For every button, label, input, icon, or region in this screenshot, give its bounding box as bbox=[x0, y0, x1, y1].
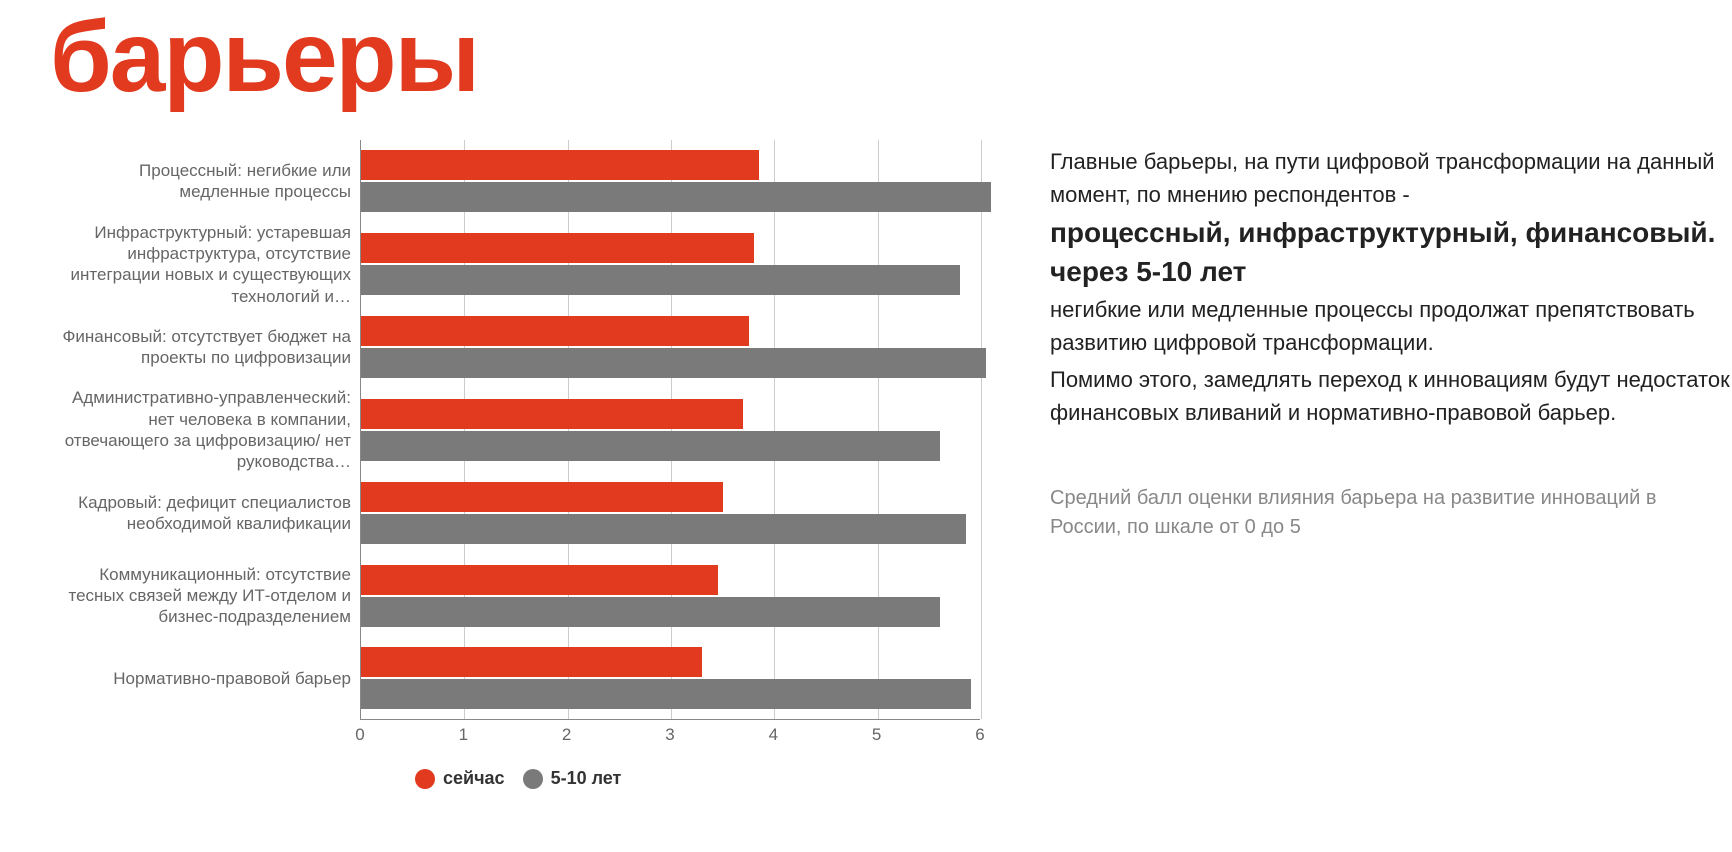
chart-row-bars bbox=[361, 565, 980, 627]
chart-row-label: Коммуникационный: отсутствие тесных связ… bbox=[61, 564, 361, 628]
xtick: 4 bbox=[769, 725, 778, 745]
chart-area: Процессный: негибкие или медленные проце… bbox=[55, 140, 1005, 789]
chart-row: Процессный: негибкие или медленные проце… bbox=[361, 140, 980, 223]
xtick: 3 bbox=[665, 725, 674, 745]
chart-xaxis: 0123456 bbox=[360, 720, 980, 750]
sidebar-intro: Главные барьеры, на пути цифровой трансф… bbox=[1050, 145, 1730, 211]
legend-dot-icon bbox=[523, 769, 543, 789]
bar-later bbox=[361, 679, 971, 709]
legend-item-now: сейчас bbox=[415, 768, 505, 789]
chart-row-bars bbox=[361, 647, 980, 709]
chart-row: Финансовый: отсутствует бюджет на проект… bbox=[361, 306, 980, 389]
bar-later bbox=[361, 265, 960, 295]
bar-now bbox=[361, 150, 759, 180]
chart-row-bars bbox=[361, 150, 980, 212]
chart-row-label: Процессный: негибкие или медленные проце… bbox=[61, 160, 361, 203]
chart-row-bars bbox=[361, 482, 980, 544]
chart-row-label: Инфраструктурный: устаревшая инфраструкт… bbox=[61, 222, 361, 307]
bar-later bbox=[361, 431, 940, 461]
sidebar-bold-2: через 5-10 лет bbox=[1050, 254, 1730, 289]
chart-row: Инфраструктурный: устаревшая инфраструкт… bbox=[361, 223, 980, 306]
sidebar-p3: Помимо этого, замедлять переход к иннова… bbox=[1050, 363, 1730, 429]
chart-row-bars bbox=[361, 233, 980, 295]
chart-row-label: Финансовый: отсутствует бюджет на проект… bbox=[61, 326, 361, 369]
xtick: 2 bbox=[562, 725, 571, 745]
chart-row: Нормативно-правовой барьер bbox=[361, 637, 980, 720]
page-title: барьеры bbox=[50, 0, 1732, 115]
sidebar-bold-1: процессный, инфраструктурный, финансовый… bbox=[1050, 215, 1730, 250]
bar-now bbox=[361, 482, 723, 512]
bar-now bbox=[361, 647, 702, 677]
bar-later bbox=[361, 597, 940, 627]
bar-later bbox=[361, 514, 966, 544]
xtick: 0 bbox=[355, 725, 364, 745]
chart-plot: Процессный: негибкие или медленные проце… bbox=[360, 140, 980, 720]
chart-row: Кадровый: дефицит специалистов необходим… bbox=[361, 471, 980, 554]
legend-item-later: 5-10 лет bbox=[523, 768, 622, 789]
xtick: 6 bbox=[975, 725, 984, 745]
chart-legend: сейчас 5-10 лет bbox=[415, 768, 1005, 789]
legend-dot-icon bbox=[415, 769, 435, 789]
chart-row-label: Кадровый: дефицит специалистов необходим… bbox=[61, 492, 361, 535]
chart-row-label: Административно-управленческий: нет чело… bbox=[61, 387, 361, 472]
chart-row: Административно-управленческий: нет чело… bbox=[361, 389, 980, 472]
chart-row-bars bbox=[361, 399, 980, 461]
sidebar-text: Главные барьеры, на пути цифровой трансф… bbox=[1050, 140, 1730, 789]
bar-now bbox=[361, 316, 749, 346]
xtick: 5 bbox=[872, 725, 881, 745]
content: Процессный: негибкие или медленные проце… bbox=[55, 140, 1732, 789]
bar-later bbox=[361, 182, 991, 212]
legend-label: сейчас bbox=[443, 768, 505, 789]
bar-now bbox=[361, 399, 743, 429]
legend-label: 5-10 лет bbox=[551, 768, 622, 789]
chart-row: Коммуникационный: отсутствие тесных связ… bbox=[361, 554, 980, 637]
bar-later bbox=[361, 348, 986, 378]
sidebar-p2: негибкие или медленные процессы продолжа… bbox=[1050, 293, 1730, 359]
grid-line bbox=[981, 140, 982, 719]
bar-now bbox=[361, 565, 718, 595]
chart-row-label: Нормативно-правовой барьер bbox=[61, 668, 361, 689]
sidebar-footnote: Средний балл оценки влияния барьера на р… bbox=[1050, 484, 1730, 542]
bar-now bbox=[361, 233, 754, 263]
chart-row-bars bbox=[361, 316, 980, 378]
xtick: 1 bbox=[459, 725, 468, 745]
